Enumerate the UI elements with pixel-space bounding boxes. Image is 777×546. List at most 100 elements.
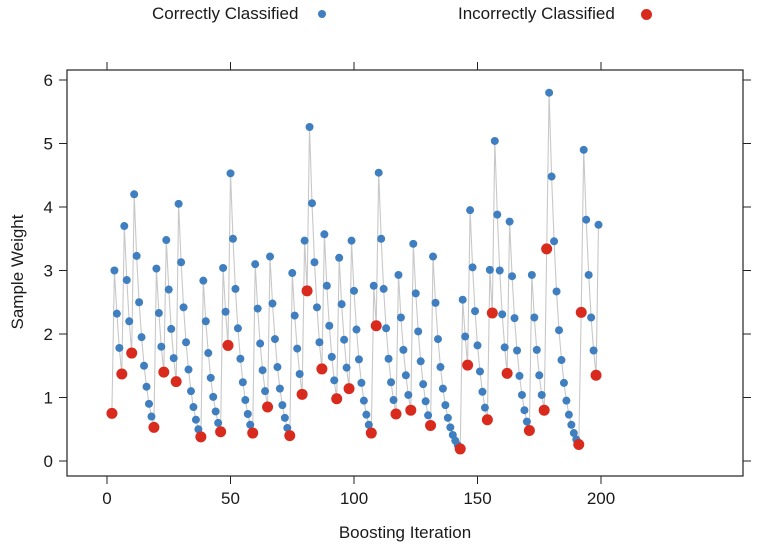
point-correct bbox=[354, 355, 363, 364]
point-correct bbox=[243, 410, 252, 419]
point-correct bbox=[236, 354, 245, 363]
point-incorrect bbox=[116, 368, 128, 380]
point-correct bbox=[162, 236, 171, 245]
x-tick-label: 200 bbox=[587, 489, 615, 508]
y-axis-label: Sample Weight bbox=[8, 214, 27, 329]
point-correct bbox=[295, 370, 304, 379]
point-correct bbox=[478, 387, 487, 396]
point-correct bbox=[350, 286, 358, 295]
point-correct bbox=[424, 411, 433, 420]
point-correct bbox=[189, 403, 198, 412]
point-correct bbox=[416, 357, 425, 366]
point-correct bbox=[120, 222, 129, 231]
point-correct bbox=[362, 410, 371, 419]
point-incorrect bbox=[126, 347, 138, 359]
legend-marker-correct bbox=[318, 10, 327, 18]
point-correct bbox=[135, 298, 144, 307]
point-correct bbox=[337, 300, 346, 309]
point-correct bbox=[485, 265, 494, 274]
point-correct bbox=[204, 349, 213, 358]
point-correct bbox=[310, 258, 319, 267]
point-correct bbox=[508, 272, 517, 281]
point-correct bbox=[384, 354, 393, 363]
point-correct bbox=[130, 190, 139, 199]
point-correct bbox=[327, 352, 336, 361]
point-correct bbox=[468, 263, 477, 272]
point-correct bbox=[387, 378, 396, 387]
point-correct bbox=[140, 361, 149, 370]
point-correct bbox=[273, 363, 282, 372]
y-tick-label: 1 bbox=[44, 389, 53, 408]
point-correct bbox=[411, 289, 420, 298]
point-correct bbox=[579, 145, 588, 154]
point-correct bbox=[547, 172, 556, 181]
point-correct bbox=[401, 371, 410, 380]
point-correct bbox=[174, 199, 183, 208]
point-incorrect bbox=[316, 363, 328, 375]
point-correct bbox=[122, 276, 131, 285]
point-correct bbox=[471, 307, 480, 316]
point-correct bbox=[258, 366, 267, 375]
point-correct bbox=[154, 309, 163, 318]
legend-item-incorrect: Incorrectly Classified bbox=[458, 4, 652, 24]
point-correct bbox=[429, 252, 438, 261]
point-correct bbox=[436, 363, 445, 372]
point-correct bbox=[261, 387, 270, 396]
point-correct bbox=[253, 304, 262, 313]
point-correct bbox=[241, 396, 250, 405]
point-correct bbox=[270, 335, 279, 344]
point-incorrect bbox=[390, 408, 402, 420]
point-correct bbox=[414, 327, 423, 336]
point-correct bbox=[569, 429, 578, 438]
point-incorrect bbox=[365, 427, 377, 439]
point-correct bbox=[169, 354, 178, 363]
point-correct bbox=[520, 406, 529, 415]
point-correct bbox=[441, 401, 450, 410]
legend-item-correct: Correctly Classified bbox=[152, 4, 327, 24]
point-correct bbox=[431, 298, 440, 307]
point-correct bbox=[125, 317, 134, 326]
point-correct bbox=[490, 136, 499, 145]
point-correct bbox=[266, 252, 275, 261]
point-correct bbox=[498, 310, 507, 319]
point-correct bbox=[584, 270, 593, 279]
point-correct bbox=[587, 313, 596, 322]
legend-label-incorrect: Incorrectly Classified bbox=[458, 4, 615, 23]
point-correct bbox=[280, 413, 289, 422]
point-correct bbox=[409, 239, 418, 248]
point-correct bbox=[142, 382, 151, 391]
point-correct bbox=[530, 313, 539, 322]
point-correct bbox=[382, 324, 391, 333]
x-tick-label: 100 bbox=[340, 489, 368, 508]
point-correct bbox=[275, 384, 284, 393]
point-correct bbox=[550, 237, 559, 246]
y-tick-label: 3 bbox=[44, 262, 53, 281]
point-correct bbox=[517, 390, 526, 399]
point-correct bbox=[238, 378, 247, 387]
point-correct bbox=[513, 346, 522, 355]
point-incorrect bbox=[301, 285, 313, 297]
point-correct bbox=[394, 270, 403, 279]
point-incorrect bbox=[454, 443, 466, 455]
point-correct bbox=[458, 295, 467, 304]
point-correct bbox=[268, 299, 277, 308]
point-correct bbox=[359, 396, 368, 405]
point-correct bbox=[537, 390, 546, 399]
point-incorrect bbox=[538, 404, 550, 416]
point-correct bbox=[396, 313, 405, 322]
point-correct bbox=[552, 287, 561, 296]
point-correct bbox=[379, 284, 388, 293]
y-tick-label: 2 bbox=[44, 325, 53, 344]
point-correct bbox=[510, 314, 519, 323]
point-correct bbox=[132, 251, 141, 260]
legend-marker-incorrect bbox=[640, 8, 652, 20]
point-correct bbox=[325, 321, 334, 330]
point-correct bbox=[500, 343, 509, 352]
point-correct bbox=[562, 396, 571, 405]
point-correct bbox=[399, 345, 408, 354]
point-correct bbox=[475, 367, 484, 376]
point-correct bbox=[214, 418, 223, 427]
point-correct bbox=[221, 307, 230, 316]
point-correct bbox=[495, 266, 504, 275]
point-correct bbox=[110, 266, 119, 275]
